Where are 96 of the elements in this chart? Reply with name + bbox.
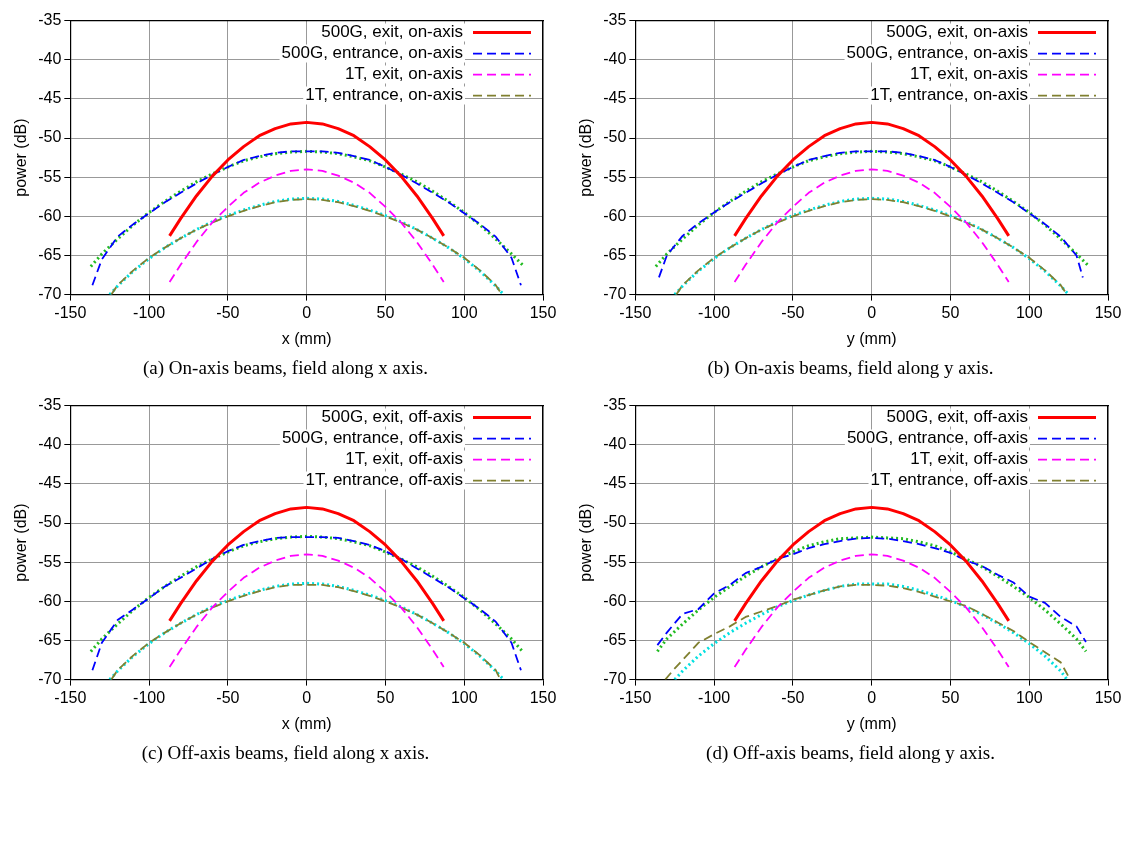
- y-axis-title: power (dB): [12, 118, 30, 197]
- x-axis-title: y (mm): [846, 714, 897, 732]
- x-tick-label: 150: [1094, 303, 1122, 321]
- line-series: [91, 536, 522, 672]
- x-tick-label: 50: [941, 303, 960, 321]
- legend-label: 1T, exit, on-axis: [344, 64, 463, 84]
- y-tick-label: -45: [603, 474, 627, 492]
- y-tick-label: -35: [38, 396, 62, 414]
- x-tick-label: -100: [698, 688, 731, 706]
- x-axis-title: x (mm): [281, 329, 332, 347]
- x-tick-label: 0: [302, 688, 312, 706]
- y-tick-label: -35: [38, 11, 62, 29]
- legend-label: 1T, entrance, off-axis: [870, 470, 1028, 490]
- y-tick-label: -55: [603, 552, 627, 570]
- line-series: [733, 168, 1010, 283]
- y-tick-label: -55: [38, 552, 62, 570]
- legend-label: 1T, entrance, on-axis: [305, 85, 463, 105]
- x-tick-label: 0: [302, 303, 312, 321]
- legend-label: 1T, entrance, on-axis: [870, 85, 1028, 105]
- legend-label: 500G, entrance, off-axis: [281, 428, 463, 448]
- x-tick-label: 50: [941, 688, 960, 706]
- y-axis-title: power (dB): [577, 118, 595, 197]
- legend-label: 1T, exit, off-axis: [345, 449, 463, 469]
- y-tick-label: -60: [38, 206, 62, 224]
- x-tick-label: -100: [133, 688, 166, 706]
- y-tick-label: -50: [38, 513, 62, 531]
- x-tick-label: -100: [698, 303, 731, 321]
- x-tick-label: -150: [619, 688, 652, 706]
- y-axis-title: power (dB): [577, 503, 595, 582]
- legend-label: 500G, exit, off-axis: [886, 407, 1028, 427]
- x-tick-label: 100: [450, 303, 478, 321]
- y-tick-label: -60: [603, 206, 627, 224]
- line-series: [89, 534, 525, 653]
- y-tick-label: -70: [38, 670, 62, 688]
- y-tick-label: -65: [603, 630, 627, 648]
- y-tick-label: -40: [38, 435, 62, 453]
- x-tick-label: 100: [1015, 688, 1043, 706]
- y-tick-label: -55: [603, 167, 627, 185]
- legend-label: 500G, exit, off-axis: [321, 407, 463, 427]
- y-axis-title: power (dB): [12, 503, 30, 582]
- y-tick-label: -35: [603, 11, 627, 29]
- line-series: [91, 150, 522, 287]
- y-tick-label: -70: [603, 670, 627, 688]
- y-tick-label: -40: [38, 50, 62, 68]
- y-tick-label: -45: [603, 89, 627, 107]
- legend-label: 1T, exit, off-axis: [910, 449, 1028, 469]
- line-series: [168, 168, 445, 283]
- y-tick-label: -60: [38, 591, 62, 609]
- y-tick-label: -70: [38, 285, 62, 303]
- legend-label: 1T, exit, on-axis: [909, 64, 1028, 84]
- legend-label: 1T, entrance, off-axis: [305, 470, 463, 490]
- y-tick-label: -40: [603, 435, 627, 453]
- y-tick-label: -40: [603, 50, 627, 68]
- x-tick-label: 50: [376, 303, 395, 321]
- text: (d) Off-axis beams, field along y axis.: [706, 742, 995, 764]
- x-tick-label: 0: [867, 688, 877, 706]
- x-axis-title: y (mm): [846, 329, 897, 347]
- x-tick-label: -50: [781, 688, 805, 706]
- y-tick-label: -55: [38, 167, 62, 185]
- y-tick-label: -50: [603, 513, 627, 531]
- legend-label: 500G, entrance, off-axis: [846, 428, 1028, 448]
- x-tick-label: -50: [216, 303, 240, 321]
- x-tick-label: -150: [54, 688, 87, 706]
- x-tick-label: 100: [1015, 303, 1043, 321]
- x-tick-label: -150: [619, 303, 652, 321]
- legend-label: 500G, exit, on-axis: [886, 22, 1028, 42]
- x-tick-label: 150: [529, 688, 557, 706]
- x-tick-label: -150: [54, 303, 87, 321]
- legend-label: 500G, exit, on-axis: [321, 22, 463, 42]
- line-series: [168, 553, 445, 668]
- y-tick-label: -45: [38, 474, 62, 492]
- y-tick-label: -50: [38, 128, 62, 146]
- line-series: [733, 553, 1010, 668]
- text: (b) On-axis beams, field along y axis.: [707, 357, 994, 379]
- x-tick-label: 50: [376, 688, 395, 706]
- y-tick-label: -45: [38, 89, 62, 107]
- y-tick-label: -65: [38, 630, 62, 648]
- legend-label: 500G, entrance, on-axis: [281, 43, 463, 63]
- y-tick-label: -60: [603, 591, 627, 609]
- line-series: [89, 149, 525, 268]
- y-tick-label: -65: [38, 245, 62, 263]
- x-tick-label: 0: [867, 303, 877, 321]
- y-tick-label: -70: [603, 285, 627, 303]
- y-tick-label: -35: [603, 396, 627, 414]
- x-axis-title: x (mm): [281, 714, 332, 732]
- y-tick-label: -50: [603, 128, 627, 146]
- x-tick-label: -100: [133, 303, 166, 321]
- x-tick-label: 100: [450, 688, 478, 706]
- x-tick-label: 150: [529, 303, 557, 321]
- y-tick-label: -65: [603, 245, 627, 263]
- x-tick-label: -50: [781, 303, 805, 321]
- legend-label: 500G, entrance, on-axis: [846, 43, 1028, 63]
- text: (c) Off-axis beams, field along x axis.: [141, 742, 430, 764]
- x-tick-label: 150: [1094, 688, 1122, 706]
- x-tick-label: -50: [216, 688, 240, 706]
- text: (a) On-axis beams, field along x axis.: [143, 357, 428, 379]
